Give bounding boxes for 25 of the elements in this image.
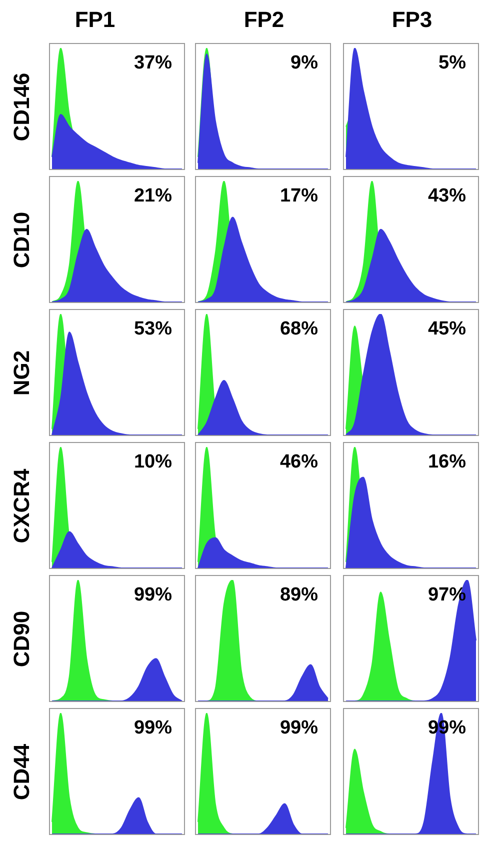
annotation: 99% [134, 584, 172, 606]
annotation: 53% [134, 318, 172, 340]
annotation: 99% [280, 718, 318, 739]
annotation: 9% [290, 52, 318, 74]
y-axis-title: CD90 [9, 610, 35, 667]
annotation: 68% [280, 318, 318, 340]
chart-title: FP3 [390, 6, 434, 34]
chart-title: FP1 [74, 6, 116, 34]
annotation: 99% [134, 718, 172, 739]
annotation: 46% [280, 452, 318, 473]
annotation: 16% [428, 452, 466, 473]
chart-title: FP2 [242, 6, 286, 34]
annotation: 21% [134, 186, 172, 207]
annotation: 43% [428, 186, 466, 207]
y-axis-title: CD44 [9, 743, 35, 800]
annotation: 17% [280, 186, 318, 207]
y-axis-title: CD10 [9, 211, 35, 268]
annotation: 10% [134, 452, 172, 473]
y-axis-title: NG2 [9, 350, 35, 396]
annotation: 37% [134, 52, 172, 74]
y-axis-title: CXCR4 [9, 468, 35, 543]
annotation: 45% [428, 318, 466, 340]
annotation: 89% [280, 584, 318, 606]
annotation: 5% [438, 52, 466, 74]
y-axis-title: CD146 [9, 72, 35, 141]
